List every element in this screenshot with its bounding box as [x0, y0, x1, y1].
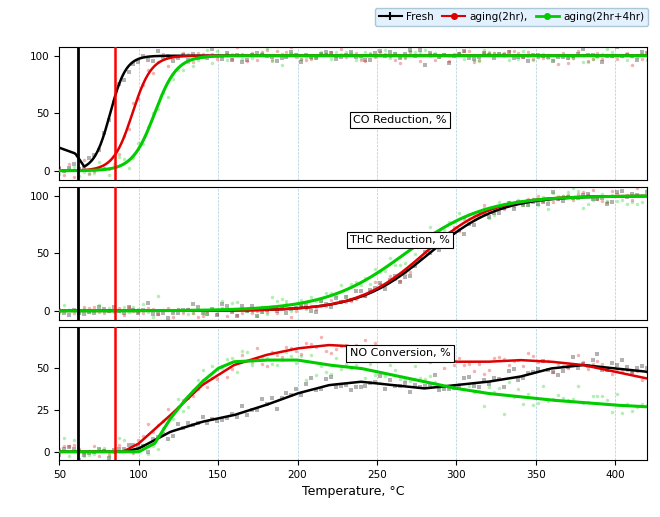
Text: THC Reduction, %: THC Reduction, %: [350, 235, 450, 245]
Text: CO Reduction, %: CO Reduction, %: [353, 115, 447, 125]
Legend: Fresh, aging(2hr),, aging(2hr+4hr): Fresh, aging(2hr),, aging(2hr+4hr): [375, 8, 648, 26]
X-axis label: Temperature, °C: Temperature, °C: [302, 485, 405, 498]
Text: NO Conversion, %: NO Conversion, %: [350, 348, 451, 358]
